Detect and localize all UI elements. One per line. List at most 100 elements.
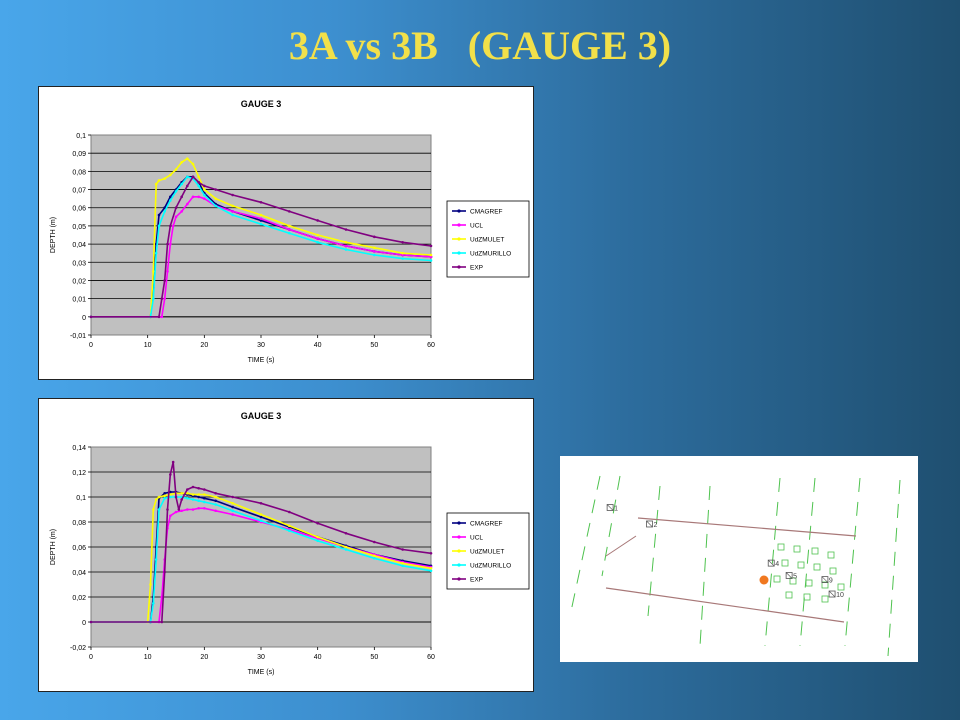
data-point-exp: [373, 540, 376, 544]
data-point-ucl: [316, 237, 319, 240]
data-point-exp: [166, 508, 169, 511]
legend-label: UdZMURILLO: [470, 563, 511, 570]
data-point-udzmurillo: [169, 199, 172, 202]
y-tick-label: 0,02: [72, 278, 86, 285]
map-gauge-icon: [606, 504, 614, 511]
legend-label: UdZMULET: [470, 549, 504, 556]
data-point-ucl: [169, 242, 172, 246]
data-point-ucl: [401, 253, 404, 257]
data-point-cmagref: [231, 505, 234, 509]
data-point-udzmurillo: [157, 224, 161, 228]
y-tick-label: 0,1: [76, 133, 86, 140]
map-gauge-cross: [785, 572, 793, 579]
data-point-udzmurillo: [203, 193, 206, 197]
x-tick-label: 60: [427, 342, 435, 349]
data-point-udzmulet: [214, 495, 217, 499]
data-point-udzmurillo: [197, 184, 200, 188]
y-tick-label: 0: [82, 315, 86, 322]
data-point-udzmulet: [169, 173, 172, 177]
map-dashed-line: [699, 485, 711, 647]
y-tick-label: 0,06: [72, 206, 86, 213]
data-point-udzmurillo: [163, 496, 166, 500]
data-point-exp: [231, 495, 234, 499]
map-channel-top: [637, 517, 857, 537]
x-axis-label: TIME (s): [248, 669, 275, 676]
x-tick-label: 10: [144, 654, 152, 661]
data-point-exp: [231, 193, 234, 197]
data-point-udzmurillo: [259, 222, 263, 226]
data-point-ucl: [180, 210, 183, 213]
data-point-cmagref: [163, 206, 166, 210]
data-point-udzmulet: [373, 246, 376, 250]
y-tick-label: 0,04: [72, 570, 86, 577]
data-point-exp: [259, 501, 263, 505]
y-tick-label: 0: [82, 620, 86, 627]
x-tick-label: 0: [89, 654, 93, 661]
data-point-udzmurillo: [429, 569, 433, 573]
map-gauge-icon: [821, 576, 829, 583]
data-point-ucl: [160, 315, 164, 319]
data-point-cmagref: [163, 491, 166, 495]
data-point-udzmulet: [152, 270, 155, 273]
chart-title: GAUGE 3: [241, 99, 282, 109]
data-point-udzmurillo: [186, 496, 189, 500]
y-tick-label: 0,08: [72, 169, 86, 176]
data-point-udzmurillo: [203, 500, 206, 504]
y-axis-label: DEPTH (m): [50, 217, 57, 253]
data-point-ucl: [373, 250, 376, 253]
data-point-udzmurillo: [197, 499, 200, 503]
map-dashed-line: [647, 485, 661, 617]
data-point-ucl: [288, 228, 291, 231]
legend-marker: [457, 549, 461, 553]
map-dashed-line: [887, 479, 901, 657]
x-tick-label: 20: [200, 654, 208, 661]
data-point-ucl: [344, 244, 348, 248]
data-point-ucl: [203, 506, 206, 510]
data-point-udzmulet: [203, 493, 206, 496]
map-dashed-line: [601, 475, 621, 577]
y-tick-label: 0,08: [72, 520, 86, 527]
x-tick-label: 30: [257, 654, 265, 661]
data-point-udzmurillo: [163, 210, 166, 213]
map-gauge-icon: [828, 590, 836, 598]
data-point-udzmulet: [429, 253, 433, 257]
data-point-ucl: [191, 195, 195, 199]
map-building: [773, 575, 781, 583]
data-point-udzmulet: [288, 524, 291, 528]
data-point-udzmulet: [316, 535, 319, 539]
data-point-udzmulet: [259, 513, 263, 516]
x-tick-label: 50: [370, 654, 378, 661]
map-gauge-icon: [785, 572, 793, 579]
map-gauge-label: 10: [836, 592, 844, 599]
data-point-udzmulet: [231, 204, 234, 208]
map-building: [811, 547, 819, 555]
data-point-cmagref: [197, 495, 200, 499]
map-highlight-marker: [759, 575, 769, 585]
map-building: [813, 563, 821, 571]
data-point-exp: [163, 279, 166, 282]
legend-marker: [457, 563, 461, 567]
data-point-udzmulet: [203, 188, 206, 191]
data-point-udzmulet: [259, 213, 263, 217]
data-point-exp: [316, 521, 319, 525]
data-point-udzmulet: [373, 554, 376, 558]
data-point-cmagref: [203, 496, 206, 500]
y-axis-label: DEPTH (m): [50, 529, 57, 565]
data-point-exp: [163, 570, 166, 574]
legend-marker: [457, 535, 461, 539]
data-point-udzmulet: [197, 493, 200, 496]
data-point-ucl: [163, 297, 166, 300]
data-point-udzmurillo: [186, 175, 189, 179]
data-point-ucl: [186, 202, 189, 206]
data-point-udzmulet: [191, 162, 195, 166]
data-point-exp: [344, 531, 348, 535]
data-point-udzmurillo: [401, 564, 404, 568]
data-point-exp: [171, 460, 175, 464]
data-point-exp: [429, 244, 433, 248]
data-point-udzmurillo: [288, 231, 291, 235]
data-point-udzmulet: [154, 182, 158, 186]
data-point-exp: [316, 219, 319, 222]
map-dashed-line: [764, 477, 781, 647]
x-tick-label: 20: [200, 342, 208, 349]
data-point-exp: [160, 620, 164, 624]
